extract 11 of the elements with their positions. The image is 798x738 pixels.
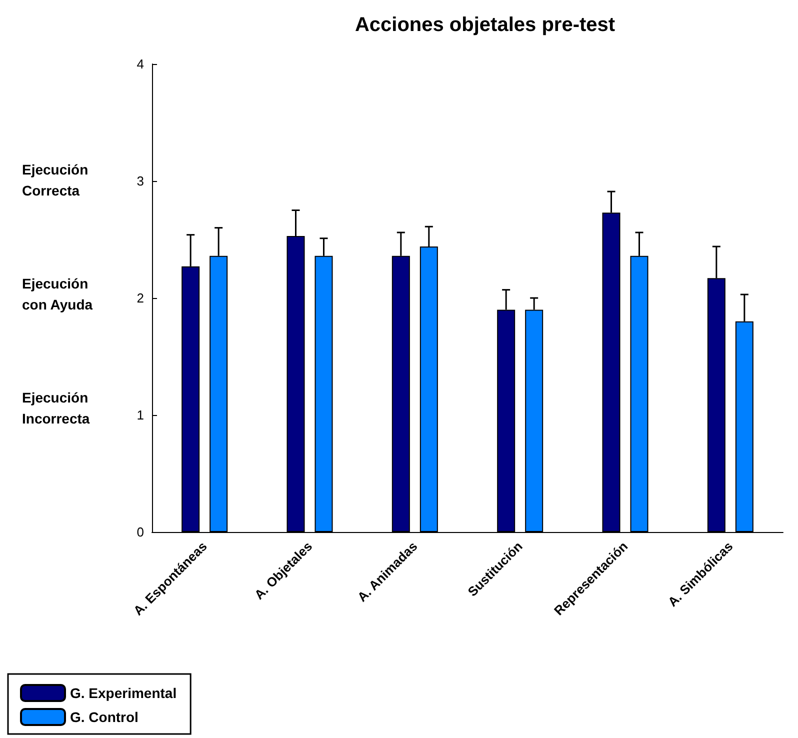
text: Ejecución Correcta	[22, 162, 88, 198]
y-tick-label: 2	[136, 290, 144, 306]
text: Ejecución con Ayuda	[22, 276, 93, 312]
chart-title: Acciones objetales pre-test	[354, 14, 616, 36]
y-tick-label: 1	[136, 408, 144, 422]
text: Ejecución Incorrecta	[22, 390, 90, 426]
y-tick-label: 3	[136, 174, 144, 188]
legend-label: G. Control	[70, 709, 138, 725]
y-tick-label: 4	[136, 56, 144, 72]
y-tick-label: 0	[136, 524, 144, 540]
legend-label: G. Experimental	[70, 685, 177, 701]
